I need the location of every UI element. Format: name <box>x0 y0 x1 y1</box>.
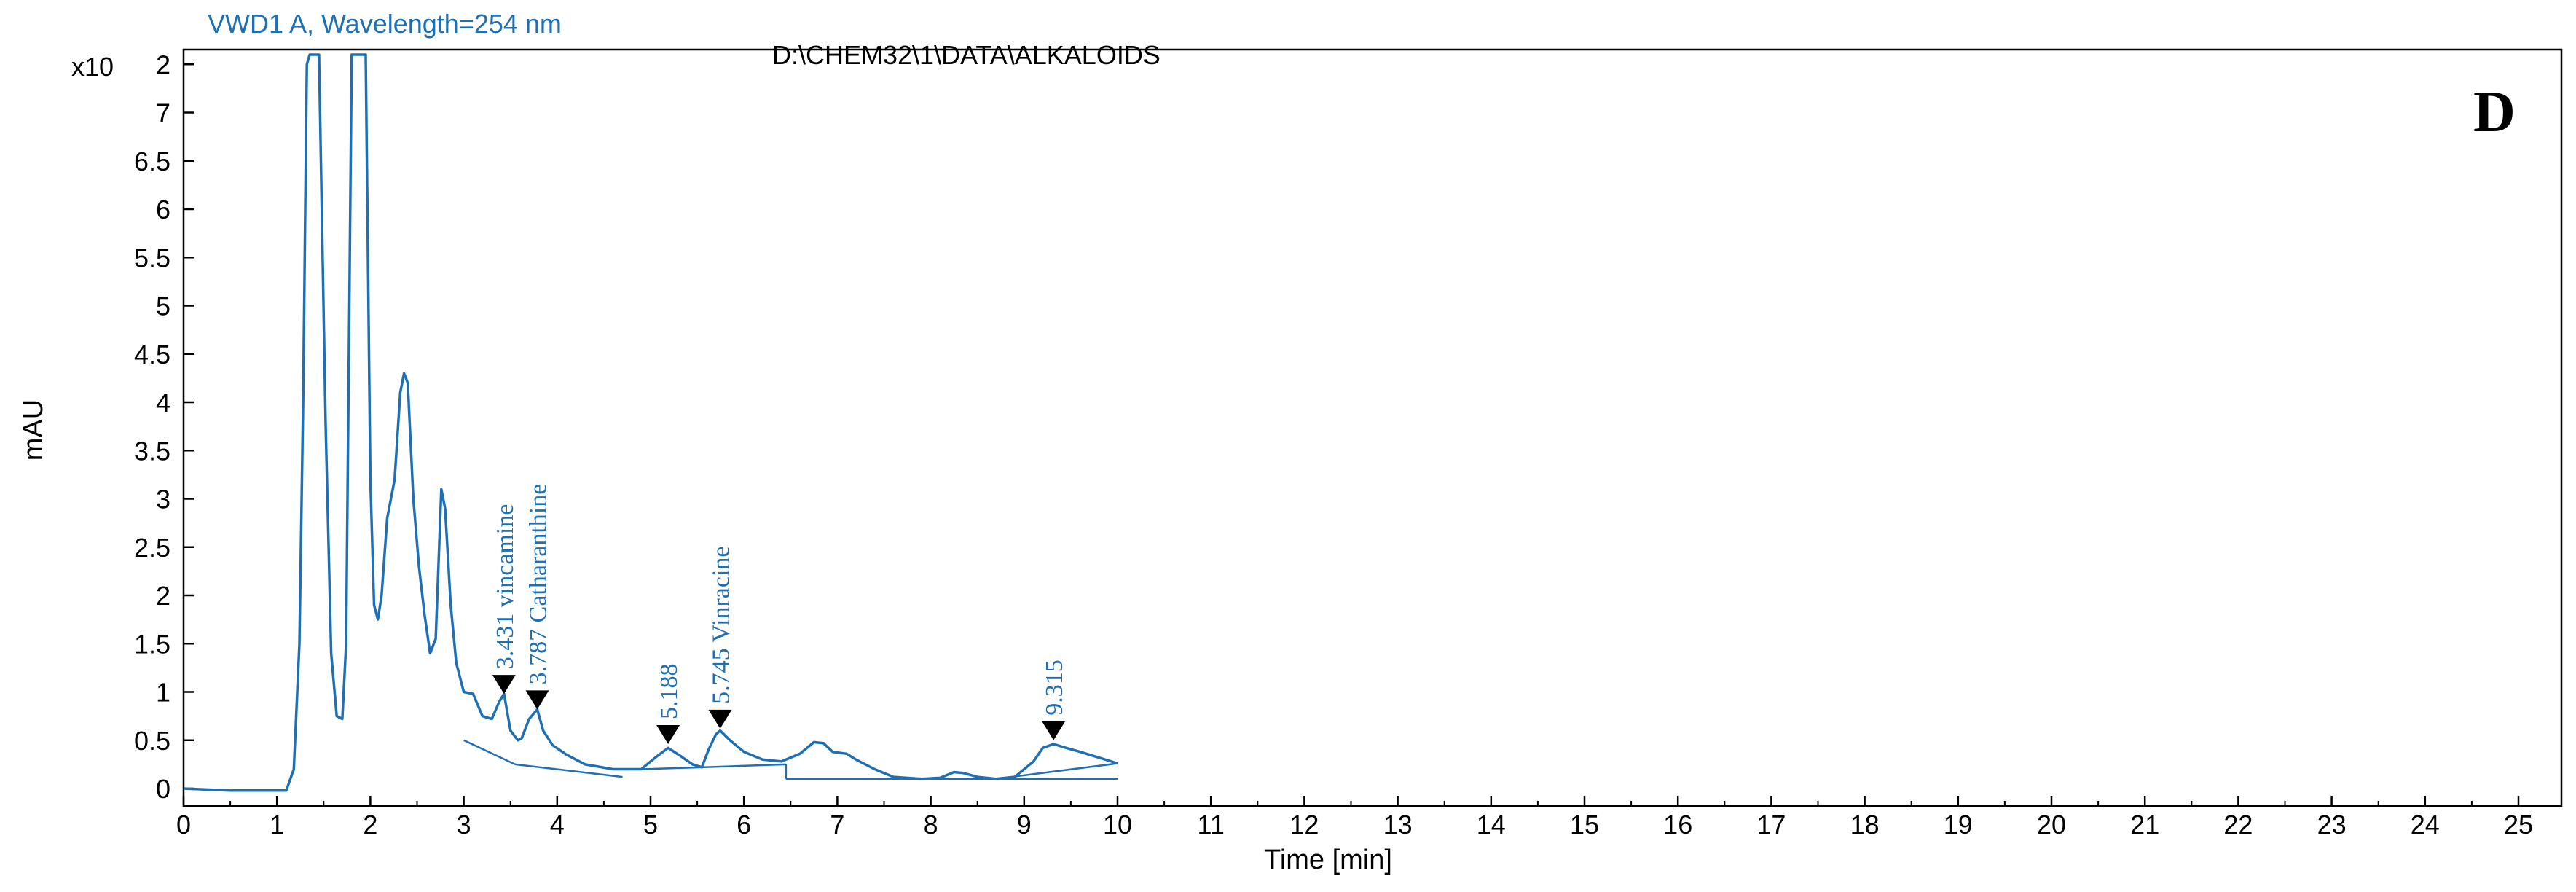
peak-marker <box>708 709 732 729</box>
x-tick-label: 15 <box>1570 810 1599 840</box>
x-tick-label: 17 <box>1756 810 1786 840</box>
y-axis-label: mAU <box>18 399 49 461</box>
y-tick-label: 7 <box>156 98 170 128</box>
peak-label: 3.431 vincamine <box>492 504 519 670</box>
x-tick-label: 0 <box>176 810 191 840</box>
peak-label: 9.315 <box>1041 660 1068 716</box>
y-multiplier: x10 <box>71 52 114 82</box>
y-tick-label: 5 <box>156 292 170 321</box>
peak-marker <box>492 675 516 695</box>
baseline-segment <box>463 739 516 766</box>
x-tick-label: 1 <box>270 810 284 840</box>
baseline-segment <box>514 763 623 778</box>
y-tick-label: 0 <box>156 774 170 804</box>
y-tick-label: 2.5 <box>134 533 170 563</box>
x-tick-label: 25 <box>2504 810 2533 840</box>
x-axis: 0 1 2 3 4 5 6 7 8 9 10 11 12 13 14 15 16 17 18 19 20 21 22 23 24… <box>176 796 2533 840</box>
y-tick-label: 3.5 <box>134 436 170 466</box>
x-tick-label: 16 <box>1663 810 1692 840</box>
x-tick-label: 2 <box>363 810 377 840</box>
x-tick-label: 24 <box>2411 810 2440 840</box>
y-tick-label: 2 <box>156 581 170 611</box>
x-tick-label: 21 <box>2130 810 2159 840</box>
x-tick-label: 14 <box>1477 810 1506 840</box>
x-tick-label: 11 <box>1198 810 1225 840</box>
peak-label: 5.188 <box>656 664 683 720</box>
peak-label: 3.787 Catharanthine <box>525 484 551 685</box>
x-tick-label: 22 <box>2223 810 2253 840</box>
signal-label: VWD1 A, Wavelength=254 nm <box>208 9 562 39</box>
x-tick-label: 18 <box>1850 810 1880 840</box>
peak-label: 5.745 Vinracine <box>708 546 735 703</box>
y-tick-label: 3 <box>156 485 170 515</box>
x-tick-label: 9 <box>1017 810 1032 840</box>
y-tick-label: 5.5 <box>134 243 170 273</box>
baseline-segment <box>641 766 702 770</box>
x-tick-label: 23 <box>2317 810 2347 840</box>
x-tick-label: 8 <box>924 810 938 840</box>
y-tick-label: 4 <box>156 388 170 418</box>
y-tick-label: 6.5 <box>134 146 170 176</box>
x-tick-label: 10 <box>1103 810 1132 840</box>
x-tick-label: 13 <box>1383 810 1413 840</box>
chromatogram-trace <box>183 53 1118 792</box>
x-tick-label: 12 <box>1289 810 1319 840</box>
peak-marker <box>656 725 680 745</box>
x-tick-label: 3 <box>457 810 471 840</box>
x-tick-label: 20 <box>2037 810 2066 840</box>
peak-marker <box>1042 721 1066 740</box>
y-tick-label: 1.5 <box>134 629 170 659</box>
y-tick-label: 2 <box>156 50 170 79</box>
y-tick-label: 0.5 <box>134 726 170 756</box>
plot-frame <box>182 48 2563 807</box>
peak-annotations: 3.431 vincamine 3.787 Catharanthine 5.188 5… <box>492 484 1068 745</box>
x-tick-label: 7 <box>830 810 844 840</box>
y-tick-label: 1 <box>156 678 170 708</box>
baseline-segment <box>702 763 786 769</box>
x-tick-label: 19 <box>1944 810 1973 840</box>
y-axis: 0 0.5 1 1.5 2 2.5 3 3.5 4 4.5 5 5.5 6 6.5 7 2 <box>134 50 194 804</box>
file-path: D:\CHEM32\1\DATA\ALKALOIDS <box>772 40 1161 70</box>
x-axis-label: Time [min] <box>1264 845 1392 875</box>
panel-letter: D <box>2473 80 2516 144</box>
y-tick-label: 6 <box>156 195 170 224</box>
y-tick-label: 4.5 <box>134 340 170 369</box>
x-tick-label: 5 <box>643 810 658 840</box>
x-tick-label: 6 <box>737 810 751 840</box>
peak-marker <box>525 690 549 710</box>
x-tick-label: 4 <box>550 810 565 840</box>
